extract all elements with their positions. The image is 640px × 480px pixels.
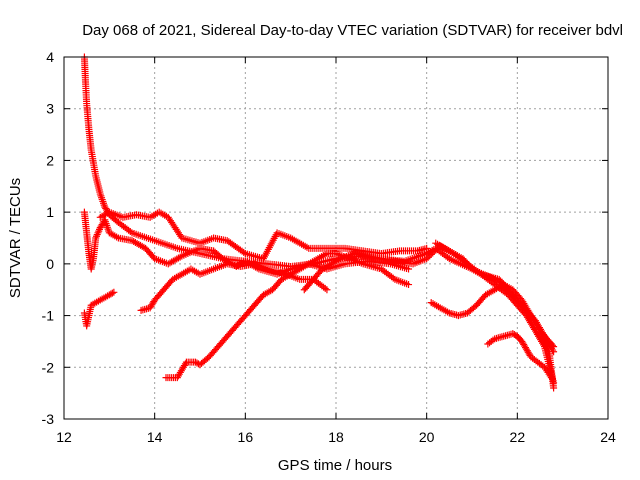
x-axis-title: GPS time / hours: [278, 457, 392, 474]
data-point: [110, 288, 118, 296]
y-tick-label: 2: [46, 152, 54, 168]
data-point: [550, 348, 558, 356]
data-point: [95, 227, 103, 235]
data-point: [323, 286, 331, 294]
data-point: [107, 290, 115, 298]
data-point: [509, 330, 517, 338]
y-tick-label: 3: [46, 101, 54, 117]
data-point: [321, 284, 329, 292]
x-tick-label: 16: [238, 429, 254, 445]
data-point: [240, 248, 248, 256]
data-point: [93, 231, 101, 239]
data-point: [108, 289, 116, 297]
data-point: [547, 374, 555, 382]
data-point: [94, 229, 102, 237]
y-tick-label: -2: [42, 359, 55, 375]
data-point: [92, 232, 100, 240]
x-tick-label: 22: [510, 429, 526, 445]
data-point: [405, 281, 413, 289]
data-point: [550, 384, 558, 392]
data-point: [510, 331, 518, 339]
x-tick-label: 14: [147, 429, 163, 445]
chart-title: Day 068 of 2021, Sidereal Day-to-day VTE…: [82, 22, 623, 39]
data-point: [92, 234, 100, 242]
data-point: [423, 244, 431, 252]
data-point: [389, 274, 397, 282]
y-tick-label: -3: [42, 411, 55, 427]
x-tick-label: 18: [328, 429, 344, 445]
data-point: [546, 372, 554, 380]
data-point: [191, 358, 199, 366]
y-tick-label: -1: [42, 308, 55, 324]
y-tick-label: 0: [46, 256, 54, 272]
axis-ticks: [63, 56, 609, 420]
data-point: [489, 336, 497, 344]
y-tick-label: 4: [46, 49, 54, 65]
data-point: [105, 291, 113, 299]
x-tick-label: 12: [56, 429, 72, 445]
data-point: [126, 228, 134, 236]
x-tick-label: 20: [419, 429, 435, 445]
data-point: [176, 253, 184, 261]
y-tick-label: 1: [46, 204, 54, 220]
y-axis-title: SDTVAR / TECUs: [7, 178, 24, 298]
data-points: [80, 53, 558, 392]
x-tick-label: 24: [600, 429, 616, 445]
data-point: [444, 253, 452, 261]
data-point: [549, 346, 557, 354]
data-point: [96, 225, 104, 233]
grid-lines: [64, 57, 608, 419]
